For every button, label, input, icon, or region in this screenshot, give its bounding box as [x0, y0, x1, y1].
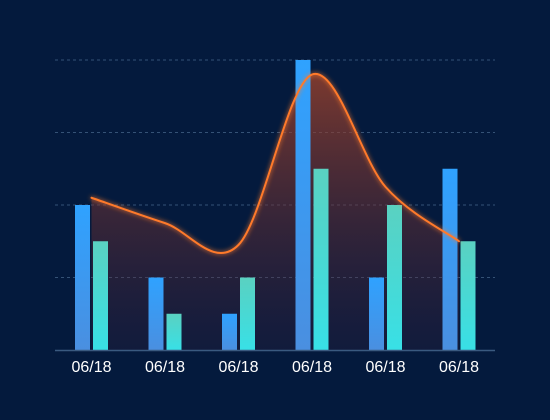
- bar-series-2-2: [166, 313, 182, 350]
- trend-line: [90, 73, 460, 254]
- bars: [75, 60, 476, 350]
- x-tick-label: 06/18: [218, 359, 258, 376]
- bar-series-1-2: [148, 277, 164, 350]
- x-tick-label: 06/18: [292, 359, 332, 376]
- x-tick-labels: 06/18 06/18 06/18 06/18 06/18 06/18: [71, 359, 479, 376]
- line-area-fill: [91, 73, 459, 350]
- x-tick-label: 06/18: [71, 359, 111, 376]
- x-tick-label: 06/18: [439, 359, 479, 376]
- x-tick-label: 06/18: [145, 359, 185, 376]
- bar-series-1-6: [442, 168, 458, 350]
- bar-series-1-5: [369, 277, 384, 350]
- bar-series-2-5: [387, 205, 402, 350]
- bar-series-2-3: [240, 277, 255, 350]
- bar-series-1-3: [222, 313, 237, 350]
- bar-series-2-4: [313, 168, 329, 350]
- bar-series-2-1: [93, 241, 108, 350]
- bar-series-1-1: [75, 205, 90, 350]
- line-area: [91, 73, 459, 350]
- bar-series-2-6: [460, 241, 476, 350]
- x-tick-label: 06/18: [365, 359, 405, 376]
- bar-series-1-4: [295, 60, 311, 350]
- line-series: [90, 73, 460, 254]
